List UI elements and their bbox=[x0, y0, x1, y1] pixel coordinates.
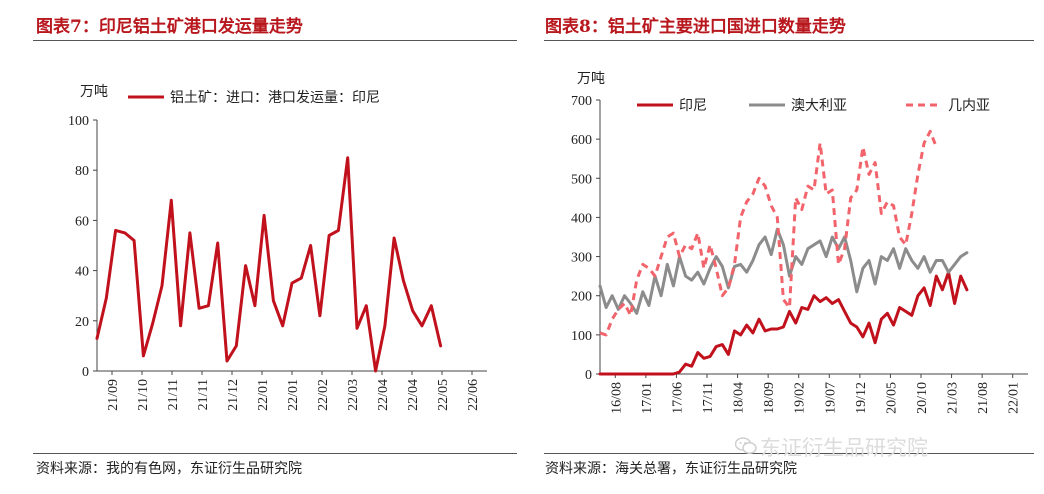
x-tick-label: 21/08 bbox=[976, 382, 991, 414]
x-tick-label: 21/03 bbox=[946, 382, 961, 414]
x-tick-label: 19/07 bbox=[823, 382, 838, 414]
legend-label-0: 印尼 bbox=[679, 98, 707, 114]
left-chart: 0 20 40 60 80 100 21/09 21/10 21/11 21/11 21/12 22/… bbox=[68, 84, 487, 411]
right-figure-title: 图表8：铝土矿主要进口国进口数量走势 bbox=[545, 17, 846, 37]
x-tick-label: 22/02 bbox=[316, 379, 331, 411]
y-unit-label: 万吨 bbox=[80, 84, 108, 100]
y-tick-label: 60 bbox=[75, 214, 89, 229]
y-tick-label: 0 bbox=[585, 368, 592, 383]
x-tick-label: 17/11 bbox=[701, 382, 716, 413]
x-tick-label: 22/04 bbox=[406, 379, 421, 411]
x-tick-label: 21/09 bbox=[106, 379, 121, 411]
right-title-rule bbox=[544, 40, 1034, 41]
x-tick-label: 22/03 bbox=[346, 379, 361, 411]
y-tick-label: 600 bbox=[571, 133, 592, 148]
x-tick-label: 17/01 bbox=[640, 382, 655, 414]
x-tick-label: 22/01 bbox=[256, 379, 271, 411]
y-tick-label: 100 bbox=[571, 329, 592, 344]
x-tick-label: 22/01 bbox=[286, 379, 301, 411]
y-tick-label: 300 bbox=[571, 251, 592, 266]
x-tick-label: 22/04 bbox=[376, 379, 391, 411]
left-source-rule bbox=[33, 453, 517, 454]
y-tick-label: 80 bbox=[75, 164, 89, 179]
x-tick-label: 22/06 bbox=[466, 379, 481, 411]
y-tick-label: 40 bbox=[75, 265, 89, 280]
right-chart: 0 100 200 300 400 500 600 700 16/08 17/01 17/06 17/… bbox=[571, 71, 1028, 414]
x-tick-label: 20/10 bbox=[915, 382, 930, 414]
x-tick-label: 22/05 bbox=[436, 379, 451, 411]
right-source-rule bbox=[544, 453, 1034, 454]
y-tick-label: 700 bbox=[571, 94, 592, 109]
y-tick-label: 400 bbox=[571, 211, 592, 226]
x-tick-label: 19/12 bbox=[854, 382, 869, 414]
x-tick-label: 21/12 bbox=[226, 379, 241, 411]
left-figure-title: 图表7：印尼铝土矿港口发运量走势 bbox=[36, 17, 303, 37]
watermark-text: 东证衍生品研究院 bbox=[760, 436, 928, 460]
legend-label-1: 澳大利亚 bbox=[791, 98, 847, 114]
x-tick-label: 21/11 bbox=[196, 379, 211, 410]
x-tick-label: 22/01 bbox=[1007, 382, 1022, 414]
series-line-2 bbox=[599, 129, 938, 337]
y-tick-label: 100 bbox=[68, 114, 89, 129]
x-tick-label: 20/05 bbox=[884, 382, 899, 414]
left-title-rule bbox=[33, 40, 517, 41]
x-tick-label: 18/09 bbox=[762, 382, 777, 414]
right-panel: 图表8：铝土矿主要进口国进口数量走势 bbox=[522, 0, 1044, 494]
series-line-0 bbox=[598, 270, 969, 376]
wechat-icon bbox=[735, 437, 757, 454]
y-unit-label: 万吨 bbox=[577, 71, 605, 87]
left-panel: 图表7：印尼铝土矿港口发运量走势 bbox=[36, 17, 303, 37]
legend-label-2: 几内亚 bbox=[948, 98, 990, 114]
y-tick-label: 500 bbox=[571, 172, 592, 187]
x-tick-label: 17/06 bbox=[670, 382, 685, 414]
x-tick-label: 19/02 bbox=[793, 382, 808, 414]
x-tick-label: 21/11 bbox=[166, 379, 181, 410]
legend-label-0: 铝土矿：进口：港口发运量：印尼 bbox=[170, 90, 380, 106]
series-line-0 bbox=[95, 156, 443, 373]
left-source-note: 资料来源：我的有色网，东证衍生品研究院 bbox=[36, 461, 302, 477]
x-tick-label: 21/10 bbox=[136, 379, 151, 411]
y-tick-label: 20 bbox=[75, 315, 89, 330]
y-tick-label: 200 bbox=[571, 290, 592, 305]
x-tick-label: 16/08 bbox=[609, 382, 624, 414]
right-source-note: 资料来源：海关总署，东证衍生品研究院 bbox=[545, 461, 797, 477]
x-tick-label: 18/04 bbox=[732, 382, 747, 414]
series-line-1 bbox=[598, 227, 969, 315]
y-tick-label: 0 bbox=[82, 365, 89, 380]
